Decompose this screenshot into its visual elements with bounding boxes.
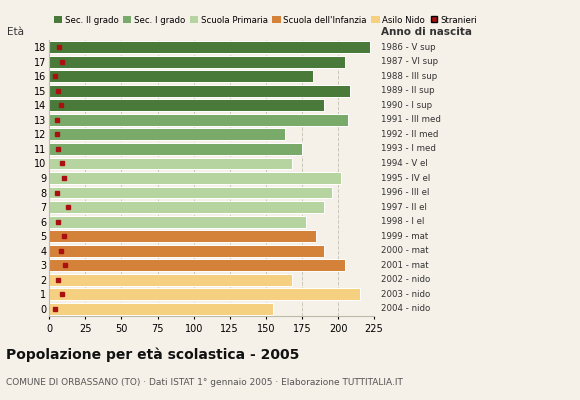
Text: COMUNE DI ORBASSANO (TO) · Dati ISTAT 1° gennaio 2005 · Elaborazione TUTTITALIA.: COMUNE DI ORBASSANO (TO) · Dati ISTAT 1°…: [6, 378, 403, 387]
Bar: [49, 56, 345, 68]
Bar: [49, 143, 302, 155]
Bar: [49, 41, 370, 53]
Bar: [49, 186, 332, 198]
Bar: [49, 216, 306, 228]
Bar: [49, 85, 350, 97]
Text: 1996 - III el: 1996 - III el: [380, 188, 429, 197]
Bar: [49, 201, 324, 213]
Legend: Sec. II grado, Sec. I grado, Scuola Primaria, Scuola dell'Infanzia, Asilo Nido, : Sec. II grado, Sec. I grado, Scuola Prim…: [53, 16, 477, 25]
Text: 2002 - nido: 2002 - nido: [380, 275, 430, 284]
Text: 2004 - nido: 2004 - nido: [380, 304, 430, 313]
Text: 1993 - I med: 1993 - I med: [380, 144, 436, 154]
Bar: [49, 259, 345, 271]
Text: Età: Età: [7, 27, 24, 37]
Bar: [49, 230, 316, 242]
Text: 1997 - II el: 1997 - II el: [380, 202, 426, 212]
Text: 2000 - mat: 2000 - mat: [380, 246, 428, 255]
Text: 1992 - II med: 1992 - II med: [380, 130, 438, 139]
Text: 1988 - III sup: 1988 - III sup: [380, 72, 437, 81]
Text: 1990 - I sup: 1990 - I sup: [380, 101, 432, 110]
Text: 1989 - II sup: 1989 - II sup: [380, 86, 434, 95]
Text: 2003 - nido: 2003 - nido: [380, 290, 430, 299]
Text: 1995 - IV el: 1995 - IV el: [380, 174, 430, 182]
Text: Popolazione per età scolastica - 2005: Popolazione per età scolastica - 2005: [6, 348, 299, 362]
Text: 1991 - III med: 1991 - III med: [380, 115, 440, 124]
Text: 1987 - VI sup: 1987 - VI sup: [380, 57, 438, 66]
Text: 2001 - mat: 2001 - mat: [380, 261, 428, 270]
Bar: [49, 70, 313, 82]
Bar: [49, 114, 348, 126]
Bar: [49, 172, 341, 184]
Bar: [49, 288, 360, 300]
Bar: [49, 158, 292, 170]
Bar: [49, 303, 273, 315]
Bar: [49, 128, 285, 140]
Bar: [49, 274, 292, 286]
Bar: [49, 245, 324, 256]
Text: 1999 - mat: 1999 - mat: [380, 232, 428, 241]
Bar: [49, 100, 324, 111]
Text: Anno di nascita: Anno di nascita: [380, 27, 472, 37]
Text: 1994 - V el: 1994 - V el: [380, 159, 427, 168]
Text: 1986 - V sup: 1986 - V sup: [380, 43, 435, 52]
Text: 1998 - I el: 1998 - I el: [380, 217, 424, 226]
